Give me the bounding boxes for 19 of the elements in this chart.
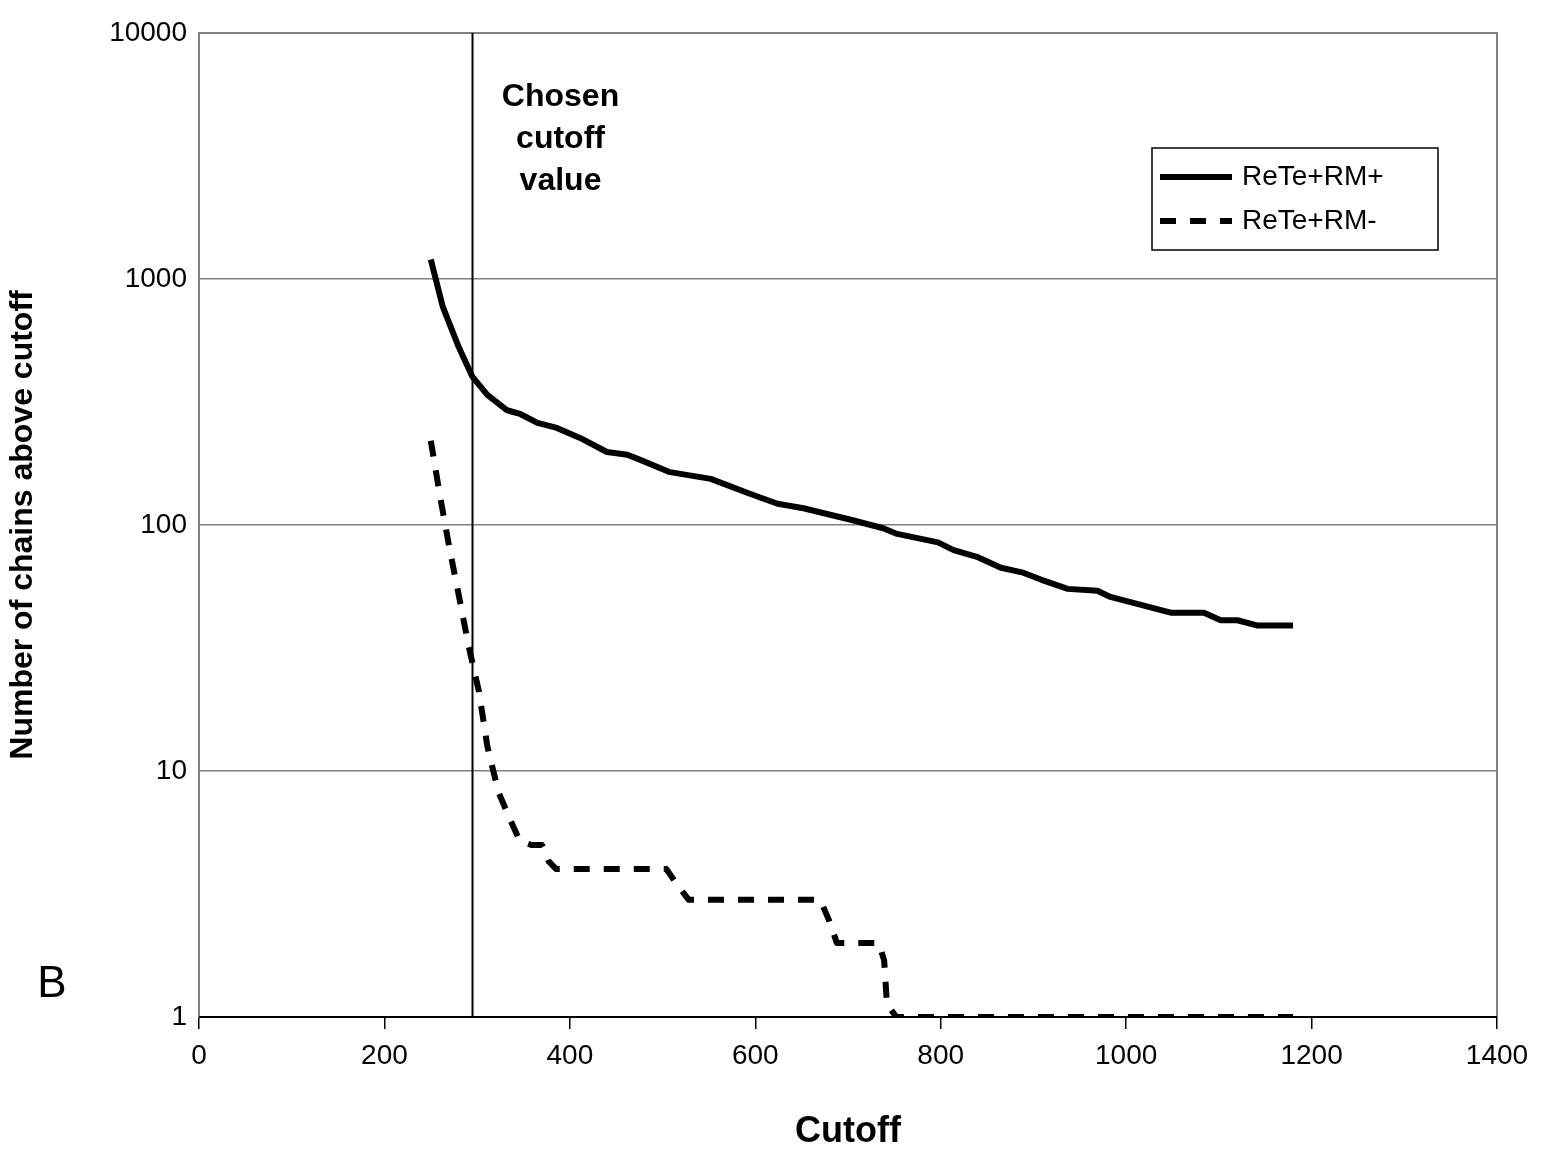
x-axis-title: Cutoff bbox=[795, 1109, 902, 1151]
y-axis-title: Number of chains above cutoff bbox=[3, 289, 40, 760]
y-tick-label: 1000 bbox=[124, 261, 187, 293]
y-tick-label: 10 bbox=[155, 753, 187, 785]
y-tick-label: 1 bbox=[171, 999, 187, 1031]
x-tick-label: 400 bbox=[546, 1038, 594, 1070]
text: B bbox=[37, 957, 67, 1007]
x-tick-label: 1400 bbox=[1465, 1038, 1529, 1070]
y-tick-label: 10000 bbox=[109, 15, 187, 47]
x-tick-label: 800 bbox=[917, 1038, 965, 1070]
x-tick-label: 0 bbox=[191, 1038, 207, 1070]
x-tick-label: 1200 bbox=[1280, 1038, 1343, 1070]
legend-label: ReTe+RM+ bbox=[1242, 159, 1384, 191]
legend-label: ReTe+RM- bbox=[1242, 203, 1377, 235]
x-tick-label: 600 bbox=[731, 1038, 779, 1070]
x-tick-label: 200 bbox=[361, 1038, 408, 1070]
x-tick-label: 1000 bbox=[1094, 1038, 1158, 1070]
ref-line-label: Chosen cutoff value bbox=[501, 76, 620, 197]
y-tick-label: 100 bbox=[140, 507, 187, 539]
